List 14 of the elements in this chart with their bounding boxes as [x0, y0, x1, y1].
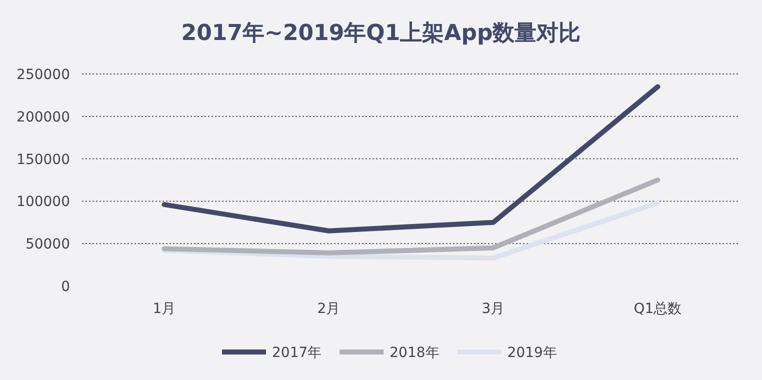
- y-tick-label: 150000: [16, 152, 70, 168]
- y-tick-label: 250000: [16, 67, 70, 83]
- y-tick-label: 0: [61, 279, 70, 295]
- legend-label: 2019年: [507, 345, 557, 361]
- x-tick-label: 1月: [152, 301, 176, 317]
- x-tick-label: 2月: [317, 301, 340, 317]
- legend-label: 2018年: [390, 345, 440, 361]
- x-tick-label: Q1总数: [634, 301, 682, 317]
- legend-label: 2017年: [272, 345, 322, 361]
- y-tick-label: 100000: [16, 194, 70, 210]
- y-tick-label: 200000: [16, 109, 70, 126]
- x-tick-label: 3月: [482, 301, 505, 317]
- chart-title: 2017年~2019年Q1上架App数量对比: [181, 21, 581, 46]
- y-tick-label: 50000: [25, 236, 70, 253]
